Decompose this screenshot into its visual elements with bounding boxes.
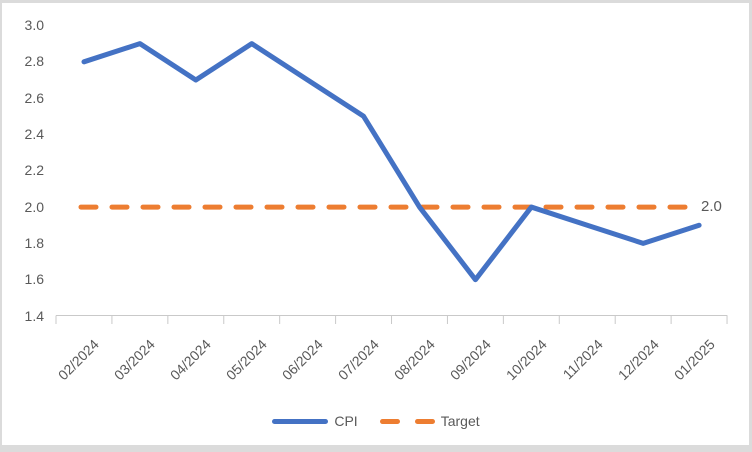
cpi-line-swatch-icon (272, 418, 329, 424)
cpi-line[interactable] (81, 41, 702, 283)
y-tick-label: 2.0 (24, 198, 44, 215)
frame-border-bottom (0, 445, 752, 452)
y-tick-label: 2.8 (24, 53, 44, 70)
frame-border-left (0, 0, 2, 452)
y-tick-label: 2.4 (24, 125, 44, 142)
y-tick-label: 3.0 (24, 17, 44, 33)
legend-item-cpi[interactable]: CPI (272, 413, 358, 429)
legend: CPI Target (0, 411, 752, 431)
legend-label-target: Target (440, 413, 480, 429)
y-tick-label: 2.6 (24, 89, 44, 106)
legend-label-cpi: CPI (334, 413, 358, 429)
frame-border-top (0, 0, 752, 3)
y-tick-label: 1.6 (24, 271, 44, 288)
y-tick-label: 1.4 (24, 307, 44, 324)
legend-item-target[interactable]: Target (379, 413, 480, 429)
target-value-label: 2.0 (701, 198, 722, 215)
target-dash-swatch-icon (379, 418, 435, 424)
y-tick-label: 1.8 (24, 234, 44, 251)
frame-border-right (749, 0, 752, 452)
y-tick-label: 2.2 (24, 162, 44, 179)
